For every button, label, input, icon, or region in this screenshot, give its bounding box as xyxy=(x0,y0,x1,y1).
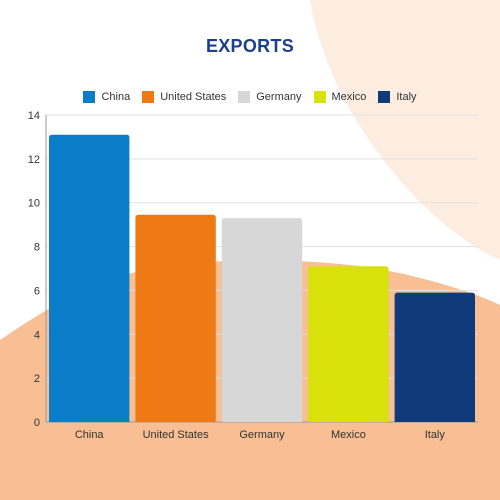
x-tick-label: United States xyxy=(143,429,210,441)
legend-label: Italy xyxy=(396,91,417,103)
y-tick-label: 0 xyxy=(34,417,40,429)
y-tick-label: 6 xyxy=(34,285,40,297)
y-tick-label: 12 xyxy=(28,154,40,166)
legend-swatch xyxy=(378,91,391,103)
legend-label: Germany xyxy=(256,91,302,103)
y-tick-label: 8 xyxy=(34,242,40,254)
bar xyxy=(308,266,389,422)
legend-item: Italy xyxy=(378,91,417,103)
bar xyxy=(135,214,216,422)
x-tick-label: Germany xyxy=(239,429,285,441)
y-tick-label: 2 xyxy=(34,373,40,385)
legend-swatch xyxy=(313,91,326,103)
x-tick-label: China xyxy=(75,429,105,441)
legend-item: Germany xyxy=(238,91,302,103)
bar xyxy=(49,134,130,422)
bar xyxy=(394,292,475,422)
bar xyxy=(221,218,303,422)
legend-label: United States xyxy=(160,91,227,103)
chart-title: EXPORTS xyxy=(205,36,295,56)
legend-item: China xyxy=(83,91,130,103)
chart-legend: China United States Germany Mexico Italy xyxy=(0,91,500,103)
y-tick-label: 4 xyxy=(34,329,40,341)
top-right-background-shape xyxy=(310,0,500,260)
legend-label: Mexico xyxy=(331,91,367,103)
y-tick-label: 10 xyxy=(28,198,40,210)
legend-swatch xyxy=(142,91,155,103)
y-tick-label: 14 xyxy=(28,110,40,122)
legend-swatch xyxy=(83,91,96,103)
legend-label: China xyxy=(101,91,131,103)
x-tick-label: Mexico xyxy=(331,429,366,441)
legend-item: United States xyxy=(142,91,226,103)
legend-item: Mexico xyxy=(313,91,367,103)
legend-swatch xyxy=(238,91,251,103)
x-tick-label: Italy xyxy=(425,429,446,441)
